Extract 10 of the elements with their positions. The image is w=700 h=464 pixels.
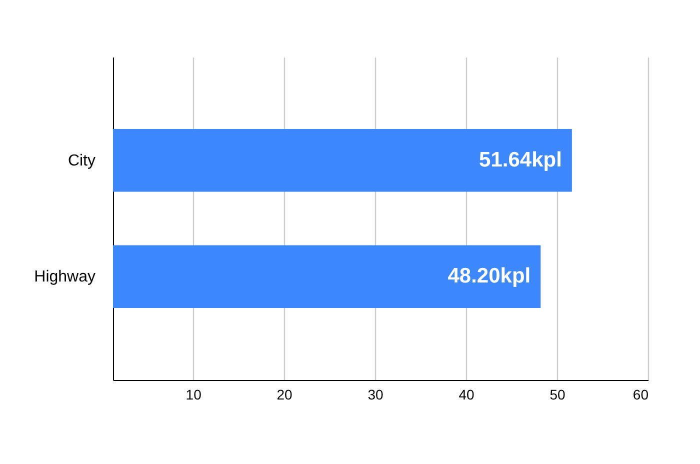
x-tick-label: 60: [632, 386, 649, 402]
data-label: 51.64kpl: [479, 148, 562, 172]
y-tick-label: Highway: [34, 268, 96, 286]
x-tick-label: 10: [186, 386, 202, 402]
y-tick-label: City: [68, 152, 96, 170]
x-tick-label: 20: [276, 386, 293, 402]
x-tick-label: 50: [550, 386, 566, 402]
x-tick-label: 30: [368, 386, 384, 402]
x-tick-label: 40: [458, 386, 475, 402]
data-label: 48.20kpl: [448, 264, 531, 288]
